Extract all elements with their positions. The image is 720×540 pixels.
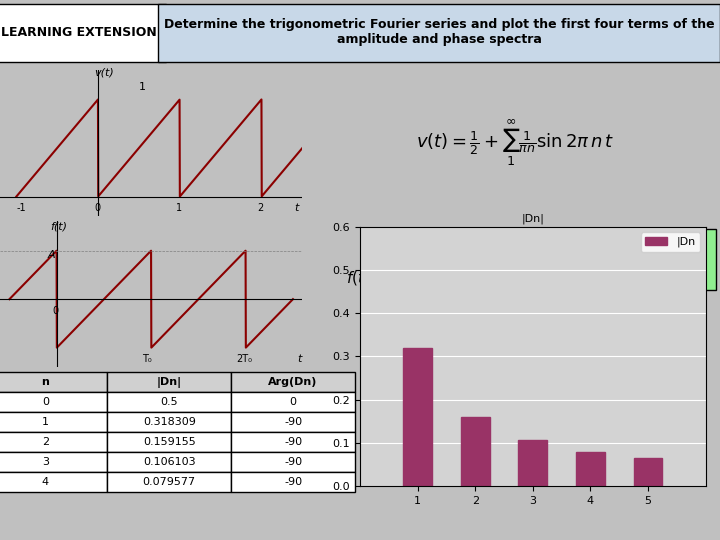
FancyBboxPatch shape: [0, 4, 166, 62]
Bar: [634, 458, 662, 486]
Text: 2T₀: 2T₀: [236, 354, 252, 364]
Text: From the table of
series: From the table of series: [561, 245, 683, 273]
Text: 0: 0: [52, 306, 58, 316]
Text: $D_n \angle \theta_n = 2c_n = a_n - jb_n$: $D_n \angle \theta_n = 2c_n = a_n - jb_n…: [423, 334, 607, 356]
Text: 2: 2: [258, 203, 264, 213]
Bar: [518, 440, 547, 486]
Bar: [576, 451, 605, 486]
Bar: [461, 417, 490, 486]
Text: t: t: [297, 354, 302, 364]
Text: t: t: [294, 203, 299, 213]
FancyBboxPatch shape: [527, 229, 716, 290]
Text: f(t): f(t): [50, 221, 67, 231]
Text: -1: -1: [17, 203, 26, 213]
Text: |Dn|: |Dn|: [521, 214, 544, 224]
Text: $v(t) = \frac{1}{2} + \sum_{1}^{\infty} \frac{1}{\pi n} \sin 2\pi\,n\,t$: $v(t) = \frac{1}{2} + \sum_{1}^{\infty} …: [415, 118, 614, 168]
Text: LEARNING EXTENSION: LEARNING EXTENSION: [1, 26, 157, 39]
Text: 1: 1: [139, 82, 146, 92]
Text: A: A: [48, 251, 55, 260]
FancyBboxPatch shape: [158, 4, 720, 62]
Text: 0: 0: [94, 203, 100, 213]
Text: Determine the trigonometric Fourier series and plot the first four terms of the : Determine the trigonometric Fourier seri…: [164, 18, 714, 46]
Text: $D_0 = \frac{1}{2};\ D_n = -j\dfrac{1}{\pi n};\ n > 0$: $D_0 = \frac{1}{2};\ D_n = -j\dfrac{1}{\…: [55, 394, 248, 424]
Legend: |Dn: |Dn: [641, 232, 700, 252]
Text: $f(t) = \frac{A}{2} + \sum_{n=1}^{\infty} \frac{A}{\pi n} \sin n\omega_0 t$: $f(t) = \frac{A}{2} + \sum_{n=1}^{\infty…: [346, 258, 520, 302]
Text: T₀: T₀: [142, 354, 151, 364]
Text: v(t): v(t): [94, 67, 114, 77]
Bar: [403, 348, 432, 486]
Text: 1: 1: [176, 203, 182, 213]
